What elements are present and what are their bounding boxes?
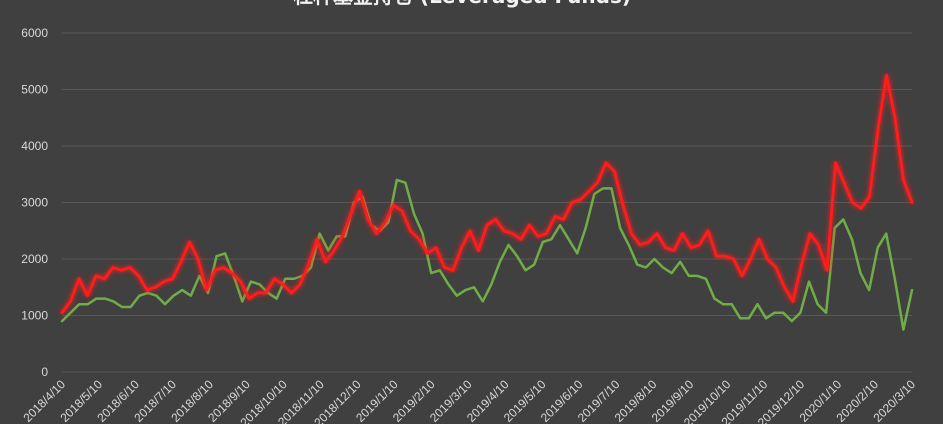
y-tick-label: 0 (41, 365, 48, 379)
y-tick-label: 1000 (21, 309, 48, 323)
gridlines (62, 32, 912, 373)
y-tick-label: 6000 (21, 26, 48, 40)
series-lines (60, 73, 914, 331)
red-series-line (60, 73, 914, 315)
y-tick-label: 4000 (21, 139, 48, 153)
chart-title: 杠杆基金持仓 (Leveraged Funds) (293, 0, 631, 8)
y-tick-label: 2000 (21, 252, 48, 266)
y-axis-ticks: 0 1000 2000 3000 4000 5000 6000 (21, 26, 48, 379)
x-axis-ticks: 2018/4/102018/5/102018/6/102018/7/102018… (20, 377, 918, 424)
y-tick-label: 3000 (21, 196, 48, 210)
y-tick-label: 5000 (21, 83, 48, 97)
